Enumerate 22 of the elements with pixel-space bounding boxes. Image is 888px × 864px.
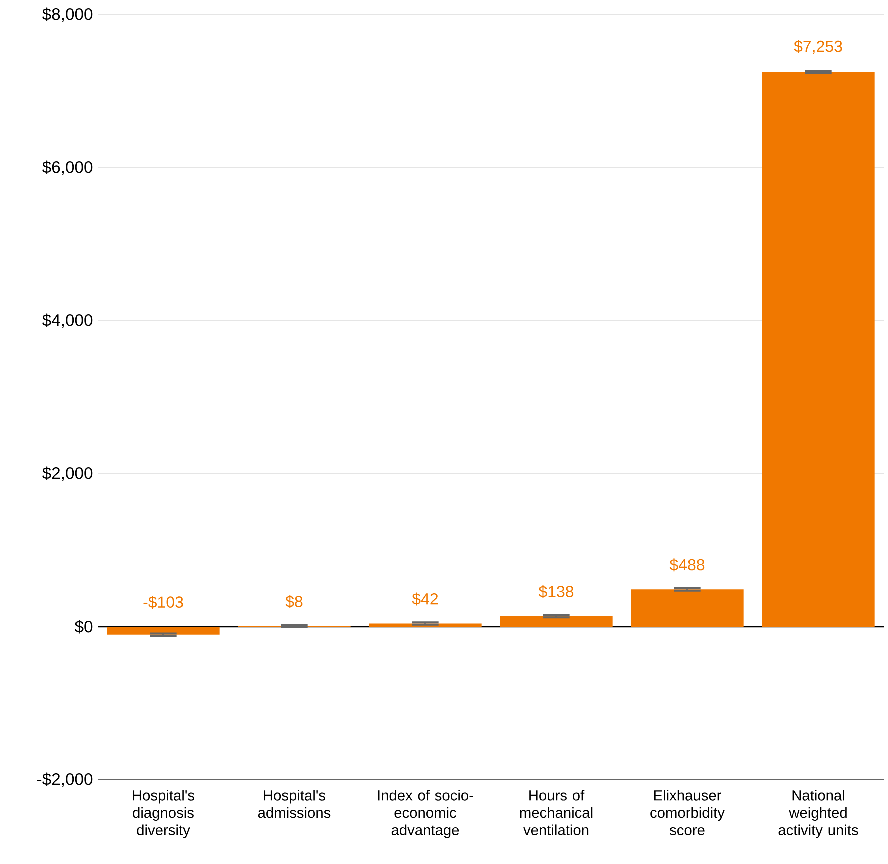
x-tick-label: Hospital's diagnosis diversity <box>133 790 195 838</box>
data-label: $42 <box>412 592 438 606</box>
data-label: $138 <box>538 585 574 598</box>
y-tick-label: $2,000 <box>42 466 93 482</box>
x-tick-label: Hospital's admissions <box>258 790 331 818</box>
x-tick-label: National weighted activity units <box>778 790 858 838</box>
bar <box>107 627 220 635</box>
data-label: -$103 <box>144 596 184 609</box>
y-tick-label: $8,000 <box>42 8 93 22</box>
bar <box>500 616 613 627</box>
data-label: $8 <box>286 595 303 608</box>
bar <box>762 72 875 627</box>
x-tick-label: Index of socio-economic advantage <box>378 790 474 838</box>
data-label: $488 <box>670 558 705 572</box>
data-label: $7,253 <box>794 40 842 54</box>
y-tick-label: $4,000 <box>42 314 93 328</box>
y-tick-label: $0 <box>74 620 93 634</box>
y-tick-label: $6,000 <box>42 160 93 176</box>
y-tick-label: -$2,000 <box>37 772 93 788</box>
bar <box>631 590 744 627</box>
x-tick-label: Elixhauser comorbidity score <box>650 790 725 836</box>
x-tick-label: Hours of mechanical ventilation <box>520 790 593 836</box>
